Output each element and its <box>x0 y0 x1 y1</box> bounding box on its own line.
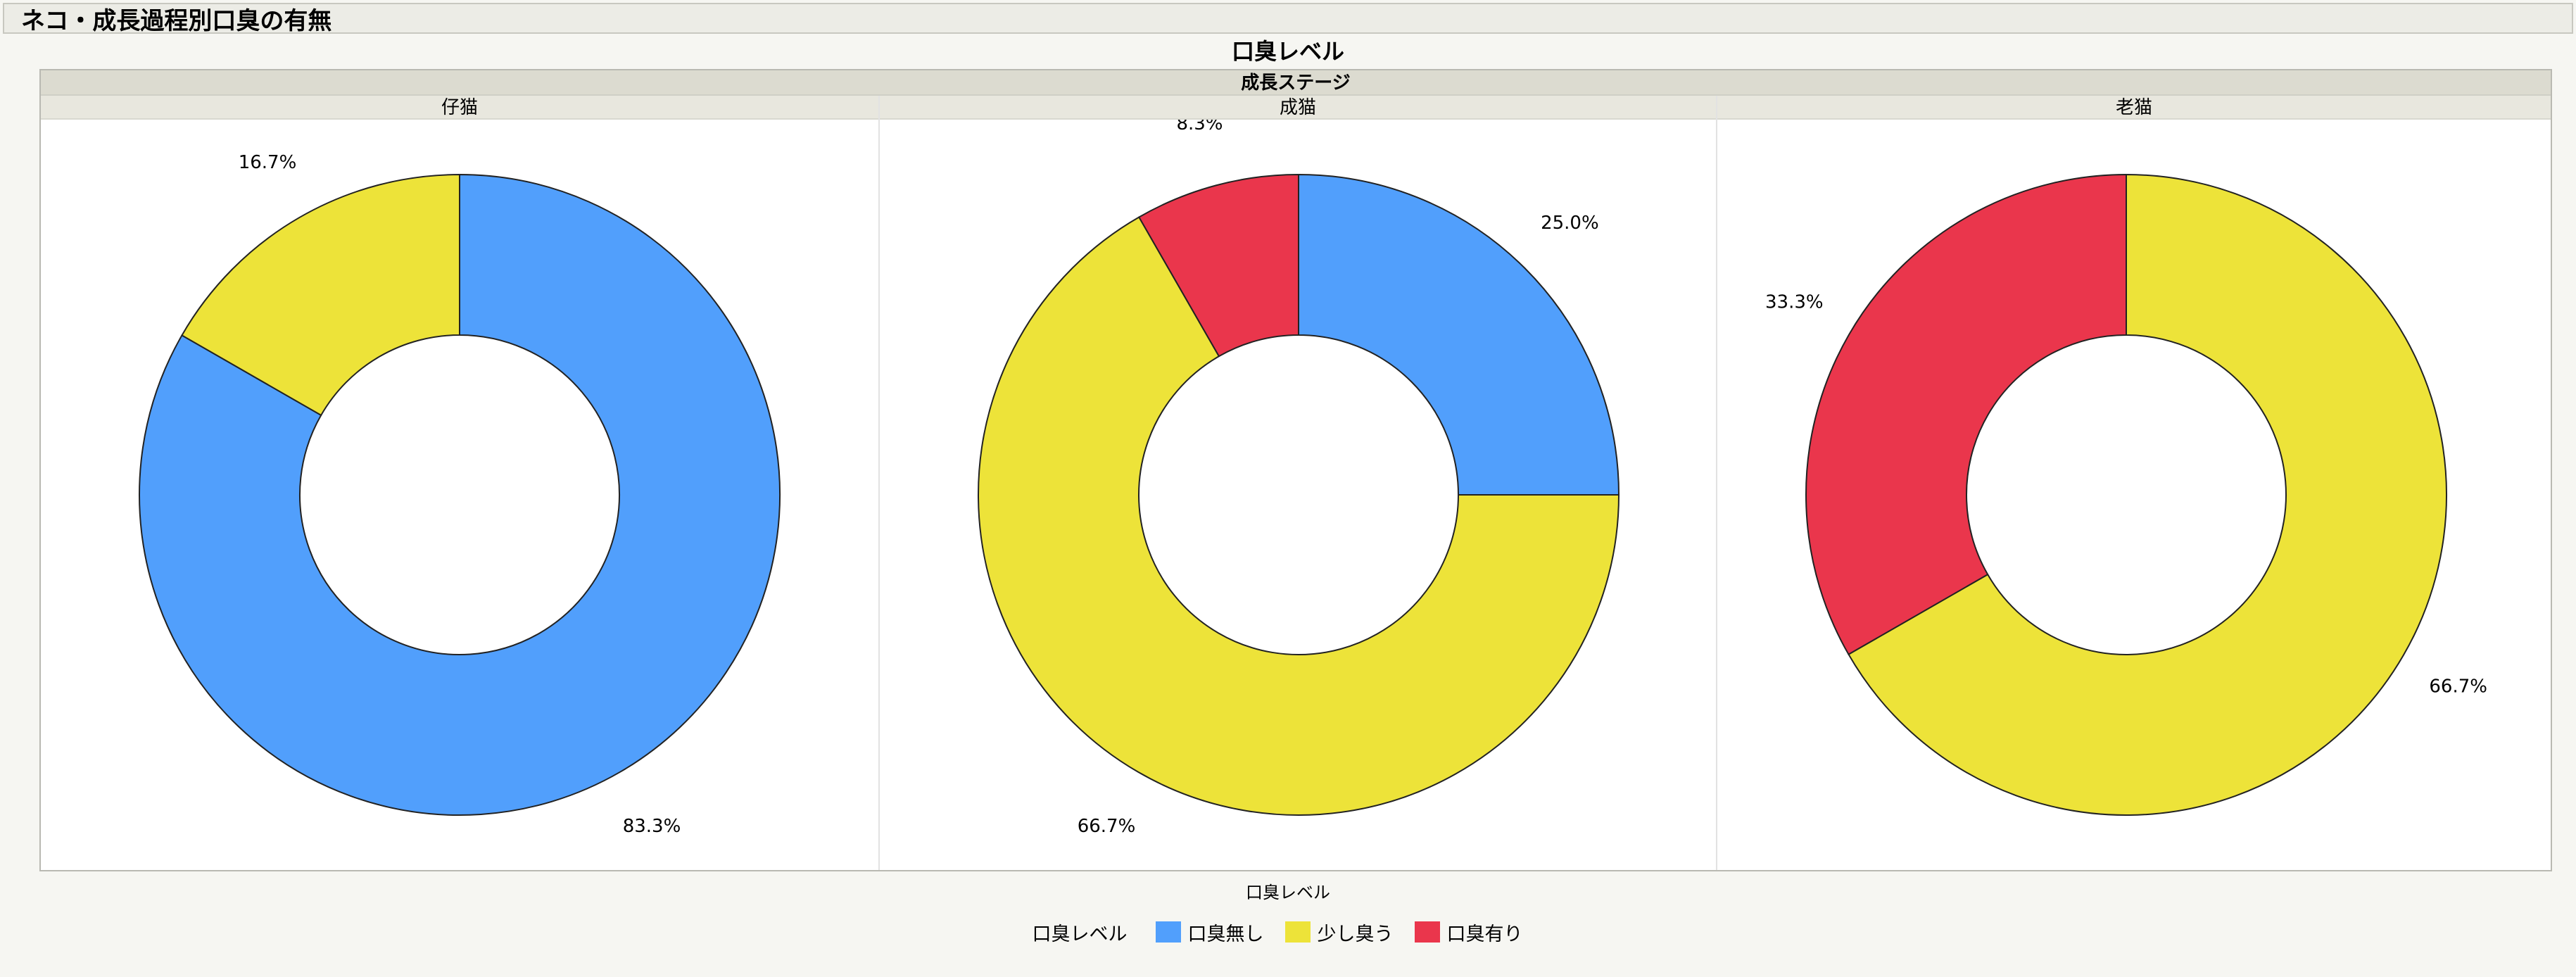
donut-slice-口臭無し <box>1298 173 1620 496</box>
panel-header: 仔猫 <box>41 96 878 120</box>
donut-slice-少し臭う <box>978 216 1620 816</box>
legend-label: 少し臭う <box>1317 923 1394 945</box>
legend-swatch <box>1414 921 1440 943</box>
donut-slice-少し臭う <box>1848 173 2447 816</box>
report-header: ネコ・成長過程別口臭の有無 <box>3 3 2573 35</box>
data-label: 66.7% <box>2429 676 2487 697</box>
data-label: 25.0% <box>1541 213 1599 234</box>
donut-chart-kitten: 83.3% 16.7% <box>139 152 781 837</box>
group-header: 成長ステージ <box>41 70 2551 96</box>
donut-slice-口臭無し <box>139 173 781 816</box>
legend-label: 口臭無し <box>1187 923 1264 945</box>
legend: 口臭レベル 口臭無し 少し臭う 口臭有り <box>0 916 2576 947</box>
legend-title: 口臭レベル <box>1032 923 1128 945</box>
report-title: ネコ・成長過程別口臭の有無 <box>21 6 332 35</box>
donut-slice-口臭有り <box>1805 173 2127 656</box>
panel-frame: 成長ステージ 仔猫 83.3% 16.7% 成猫 25.0% 66.7% 8.3% 老… <box>39 69 2552 871</box>
legend-item: 口臭有り <box>1414 919 1523 946</box>
legend-item: 口臭無し <box>1155 919 1264 946</box>
data-label: 83.3% <box>623 816 681 837</box>
data-label: 33.3% <box>1765 292 1824 313</box>
panel-header: 成猫 <box>880 96 1716 120</box>
legend-item: 少し臭う <box>1284 919 1394 946</box>
panel-header: 老猫 <box>1717 96 2551 120</box>
donut-slice-口臭有り <box>1137 173 1299 358</box>
data-label: 66.7% <box>1078 816 1136 837</box>
data-label: 8.3% <box>1176 120 1223 134</box>
x-axis-title: 口臭レベル <box>1246 883 1330 902</box>
legend-swatch <box>1155 921 1181 943</box>
data-label: 16.7% <box>239 152 297 173</box>
legend-label: 口臭有り <box>1446 923 1523 945</box>
panel-senior: 老猫 66.7% 33.3% <box>1716 96 2551 870</box>
donut-chart-senior: 66.7% 33.3% <box>1765 173 2487 816</box>
chart-title: 口臭レベル <box>1231 38 1344 65</box>
panel-kitten: 仔猫 83.3% 16.7% <box>41 96 878 870</box>
donut-slice-少し臭う <box>181 173 460 417</box>
panel-adult: 成猫 25.0% 66.7% 8.3% <box>878 96 1716 870</box>
donut-chart-adult: 25.0% 66.7% 8.3% <box>978 120 1620 837</box>
legend-swatch <box>1284 921 1311 943</box>
